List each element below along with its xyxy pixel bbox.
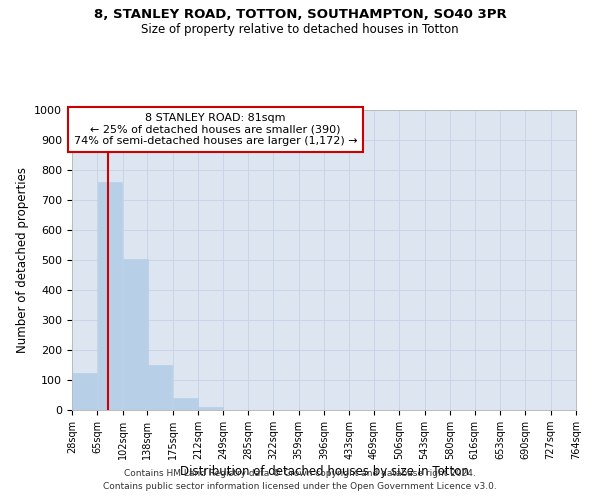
Bar [199, 407, 223, 410]
Bar [98, 182, 122, 410]
Text: Size of property relative to detached houses in Totton: Size of property relative to detached ho… [141, 22, 459, 36]
Y-axis label: Number of detached properties: Number of detached properties [16, 167, 29, 353]
Text: Contains public sector information licensed under the Open Government Licence v3: Contains public sector information licen… [103, 482, 497, 491]
Text: 8, STANLEY ROAD, TOTTON, SOUTHAMPTON, SO40 3PR: 8, STANLEY ROAD, TOTTON, SOUTHAMPTON, SO… [94, 8, 506, 20]
Text: 8 STANLEY ROAD: 81sqm
← 25% of detached houses are smaller (390)
74% of semi-det: 8 STANLEY ROAD: 81sqm ← 25% of detached … [74, 113, 358, 146]
Bar [73, 372, 97, 410]
Text: Contains HM Land Registry data © Crown copyright and database right 2024.: Contains HM Land Registry data © Crown c… [124, 468, 476, 477]
Bar [148, 365, 172, 410]
X-axis label: Distribution of detached houses by size in Totton: Distribution of detached houses by size … [179, 465, 469, 478]
Bar [173, 398, 197, 410]
Bar [123, 258, 148, 410]
